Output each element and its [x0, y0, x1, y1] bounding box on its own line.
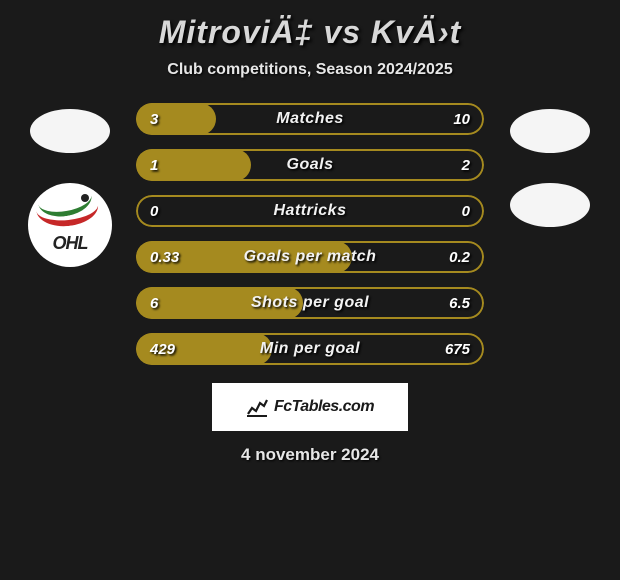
stat-label: Matches [136, 103, 484, 135]
stat-value-right: 10 [453, 103, 470, 135]
stat-value-right: 0.2 [449, 241, 470, 273]
footer-brand-text: FcTables.com [274, 398, 374, 416]
root: MitroviÄ‡ vs KvÄ›t Club competitions, Se… [0, 0, 620, 475]
player-right-avatar [510, 109, 590, 153]
stat-label: Hattricks [136, 195, 484, 227]
team-left-badge-text: OHL [35, 233, 105, 254]
stat-bar: 3Matches10 [136, 103, 484, 135]
stat-value-right: 0 [462, 195, 470, 227]
stat-value-right: 6.5 [449, 287, 470, 319]
footer-brand-badge[interactable]: FcTables.com [212, 383, 408, 431]
stat-label: Goals [136, 149, 484, 181]
main-row: OHL 3Matches10 1Goals2 0Hattricks0 0.33Goal… [0, 103, 620, 365]
stat-bar: 0Hattricks0 [136, 195, 484, 227]
team-right-badge [510, 183, 590, 227]
stat-label: Min per goal [136, 333, 484, 365]
badge-dot-icon [81, 194, 89, 202]
stats-column: 3Matches10 1Goals2 0Hattricks0 0.33Goals pe… [136, 103, 484, 365]
stat-value-right: 675 [445, 333, 470, 365]
right-column [500, 103, 600, 227]
left-column: OHL [20, 103, 120, 267]
stat-label: Goals per match [136, 241, 484, 273]
stat-bar: 1Goals2 [136, 149, 484, 181]
player-left-avatar [30, 109, 110, 153]
stat-bar: 0.33Goals per match0.2 [136, 241, 484, 273]
fctables-logo-icon [246, 396, 268, 418]
page-subtitle: Club competitions, Season 2024/2025 [167, 61, 452, 79]
footer-date: 4 november 2024 [241, 445, 379, 465]
stat-bar: 429Min per goal675 [136, 333, 484, 365]
page-title: MitroviÄ‡ vs KvÄ›t [159, 14, 462, 51]
stat-value-right: 2 [462, 149, 470, 181]
stat-label: Shots per goal [136, 287, 484, 319]
team-left-badge: OHL [28, 183, 112, 267]
stat-bar: 6Shots per goal6.5 [136, 287, 484, 319]
